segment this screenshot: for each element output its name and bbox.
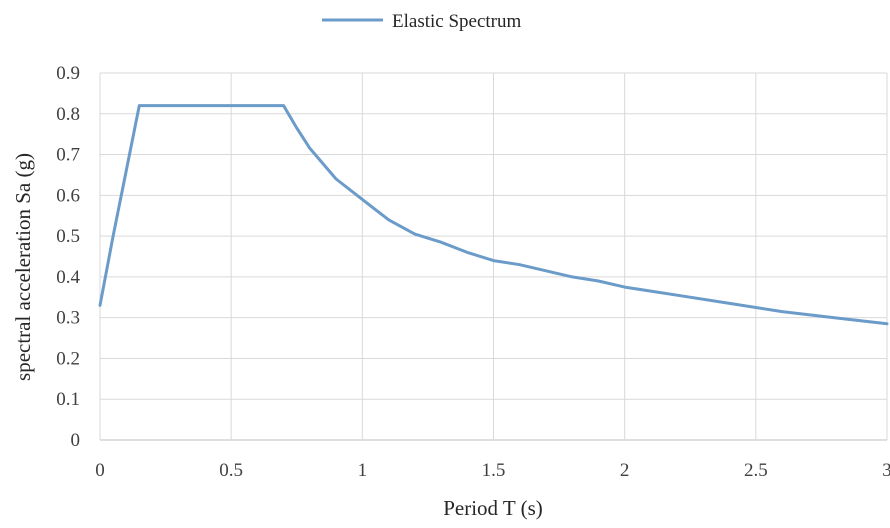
legend-label: Elastic Spectrum bbox=[392, 11, 521, 32]
x-tick-label: 0.5 bbox=[219, 460, 243, 481]
x-axis-ticks: 0 0.5 1 1.5 2 2.5 3 bbox=[95, 460, 890, 481]
x-tick-label: 3 bbox=[882, 460, 890, 481]
y-tick-label: 0.5 bbox=[56, 226, 80, 247]
x-tick-label: 0 bbox=[95, 460, 105, 481]
series-layer bbox=[98, 104, 889, 326]
y-tick-label: 0.7 bbox=[56, 145, 80, 166]
y-tick-label: 0.1 bbox=[56, 389, 80, 410]
grid bbox=[99, 72, 888, 441]
y-tick-label: 0.3 bbox=[56, 308, 80, 329]
y-tick-label: 0 bbox=[71, 430, 81, 451]
series-line bbox=[98, 104, 889, 326]
x-tick-label: 2.5 bbox=[744, 460, 768, 481]
x-tick-label: 1 bbox=[358, 460, 368, 481]
y-axis-ticks: 0 0.1 0.2 0.3 0.4 0.5 0.6 0.7 0.8 0.9 bbox=[56, 63, 80, 451]
y-tick-label: 0.8 bbox=[56, 104, 80, 125]
y-tick-label: 0.9 bbox=[56, 63, 80, 84]
y-tick-label: 0.2 bbox=[56, 348, 80, 369]
y-tick-label: 0.6 bbox=[56, 185, 80, 206]
x-axis-title: Period T (s) bbox=[443, 496, 543, 520]
y-tick-label: 0.4 bbox=[56, 267, 80, 288]
y-axis-title: spectral acceleration Sa (g) bbox=[11, 153, 35, 381]
x-tick-label: 1.5 bbox=[482, 460, 506, 481]
x-tick-label: 2 bbox=[620, 460, 630, 481]
legend: Elastic Spectrum bbox=[322, 11, 521, 32]
